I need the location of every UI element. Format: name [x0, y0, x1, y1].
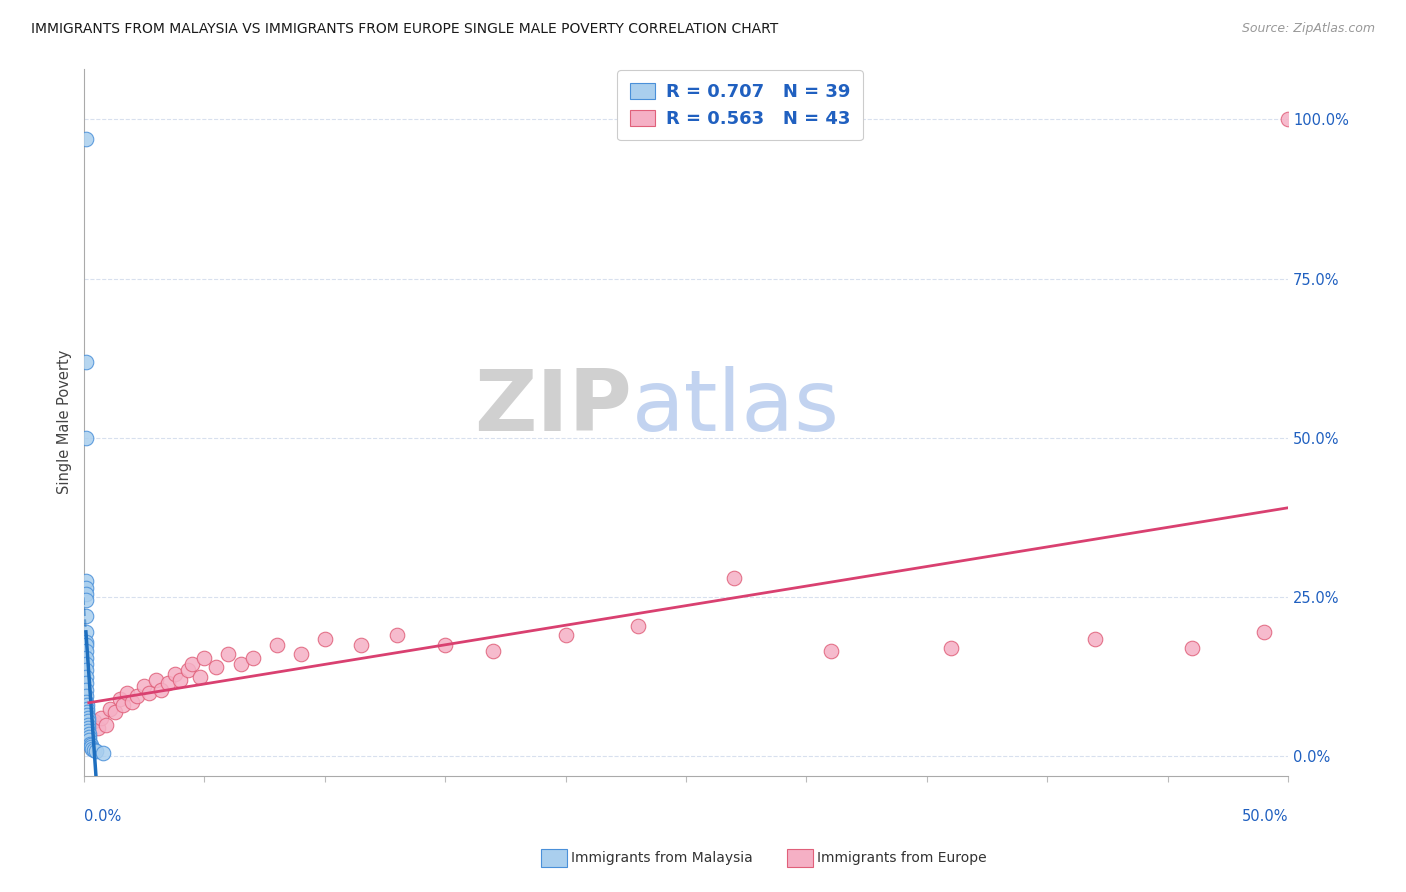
Point [80, 738, 103, 752]
Point [75, 625, 97, 640]
Point [242, 650, 264, 665]
Point [218, 648, 240, 662]
Point [554, 628, 576, 642]
Point [83, 714, 105, 729]
Point [77, 727, 100, 741]
Point [75, 609, 97, 624]
Point [111, 698, 134, 713]
Point [1277, 112, 1299, 127]
Point [82, 741, 104, 756]
Text: Source: ZipAtlas.com: Source: ZipAtlas.com [1241, 22, 1375, 36]
Point [75, 634, 97, 648]
Point [75, 657, 97, 671]
Point [138, 686, 160, 700]
Point [157, 676, 180, 690]
Point [169, 673, 191, 687]
Point [80, 739, 103, 754]
Point [90, 711, 112, 725]
Point [76, 708, 98, 723]
Point [76, 698, 98, 713]
Point [165, 666, 187, 681]
Point [229, 657, 252, 671]
Point [77, 731, 100, 745]
Text: ZIP: ZIP [474, 367, 631, 450]
Point [205, 660, 228, 674]
Point [79, 733, 101, 747]
Point [75, 587, 97, 601]
Point [75, 644, 97, 658]
Point [76, 705, 98, 719]
Point [75, 664, 97, 678]
Point [145, 673, 167, 687]
Point [939, 641, 962, 656]
Point [75, 695, 97, 709]
Point [75, 676, 97, 690]
Point [820, 644, 842, 658]
Text: Immigrants from Malaysia: Immigrants from Malaysia [571, 851, 752, 865]
Point [290, 648, 312, 662]
Point [76, 701, 98, 715]
Y-axis label: Single Male Poverty: Single Male Poverty [58, 350, 72, 494]
Point [108, 692, 131, 706]
Point [100, 701, 122, 715]
Point [87, 721, 110, 735]
Point [75, 638, 97, 652]
Text: 50.0%: 50.0% [1241, 809, 1288, 824]
Text: Immigrants from Europe: Immigrants from Europe [817, 851, 987, 865]
Point [723, 571, 745, 585]
Point [193, 650, 215, 665]
Point [75, 689, 97, 703]
Point [104, 705, 127, 719]
Point [627, 619, 650, 633]
Point [77, 737, 100, 751]
Point [75, 354, 97, 368]
Point [75, 670, 97, 684]
Point [188, 670, 211, 684]
Point [75, 593, 97, 607]
Text: 0.0%: 0.0% [84, 809, 121, 824]
Point [350, 638, 373, 652]
Point [1253, 625, 1275, 640]
Point [125, 689, 148, 703]
Point [117, 686, 139, 700]
Point [434, 638, 457, 652]
Point [77, 723, 100, 738]
Point [75, 131, 97, 145]
Point [77, 721, 100, 735]
Text: atlas: atlas [631, 367, 839, 450]
Point [75, 650, 97, 665]
Point [1084, 632, 1107, 646]
Legend: R = 0.707   N = 39, R = 0.563   N = 43: R = 0.707 N = 39, R = 0.563 N = 43 [617, 70, 863, 140]
Point [266, 638, 288, 652]
Point [76, 717, 98, 731]
Point [176, 664, 198, 678]
Point [482, 644, 505, 658]
Point [134, 679, 156, 693]
Point [75, 581, 97, 595]
Point [385, 628, 408, 642]
Point [75, 431, 97, 445]
Point [121, 695, 143, 709]
Point [84, 744, 107, 758]
Point [76, 711, 98, 725]
Point [314, 632, 336, 646]
Point [79, 737, 101, 751]
Point [75, 682, 97, 697]
Point [83, 743, 105, 757]
Text: IMMIGRANTS FROM MALAYSIA VS IMMIGRANTS FROM EUROPE SINGLE MALE POVERTY CORRELATI: IMMIGRANTS FROM MALAYSIA VS IMMIGRANTS F… [31, 22, 778, 37]
Point [94, 717, 117, 731]
Point [76, 714, 98, 729]
Point [181, 657, 204, 671]
Point [75, 574, 97, 589]
Point [91, 746, 114, 760]
Point [1181, 641, 1204, 656]
Point [150, 682, 173, 697]
